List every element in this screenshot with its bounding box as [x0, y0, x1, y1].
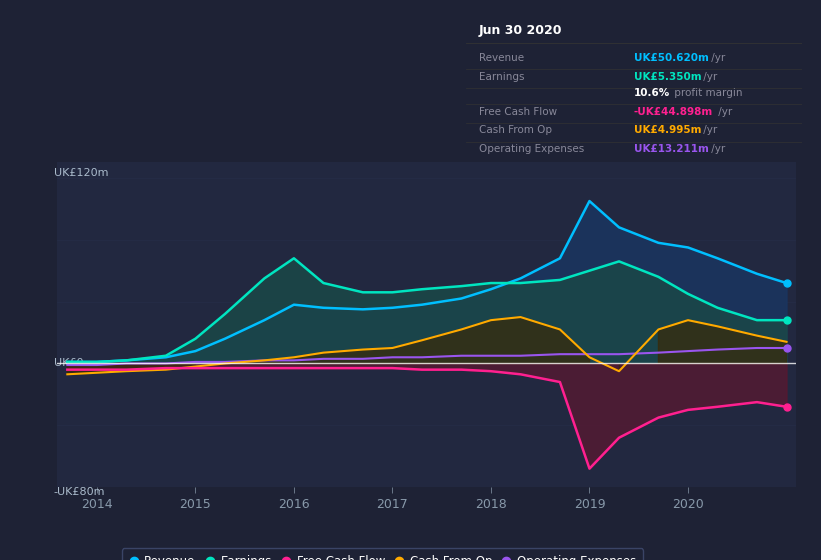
Text: UK£13.211m: UK£13.211m — [634, 144, 709, 155]
Text: Operating Expenses: Operating Expenses — [479, 144, 585, 155]
Text: profit margin: profit margin — [671, 87, 742, 97]
Text: -UK£44.898m: -UK£44.898m — [634, 106, 713, 116]
Text: Cash From Op: Cash From Op — [479, 125, 552, 136]
Text: UK£0: UK£0 — [54, 358, 83, 368]
Text: UK£5.350m: UK£5.350m — [634, 72, 701, 82]
Text: /yr: /yr — [700, 125, 718, 136]
Text: /yr: /yr — [708, 53, 725, 63]
Text: /yr: /yr — [700, 72, 718, 82]
Text: UK£120m: UK£120m — [54, 168, 108, 178]
Text: Revenue: Revenue — [479, 53, 524, 63]
Text: UK£50.620m: UK£50.620m — [634, 53, 709, 63]
Text: /yr: /yr — [715, 106, 732, 116]
Text: /yr: /yr — [708, 144, 725, 155]
Text: Jun 30 2020: Jun 30 2020 — [479, 24, 562, 37]
Text: 10.6%: 10.6% — [634, 87, 670, 97]
Text: -UK£80m: -UK£80m — [54, 487, 105, 497]
Legend: Revenue, Earnings, Free Cash Flow, Cash From Op, Operating Expenses: Revenue, Earnings, Free Cash Flow, Cash … — [122, 548, 644, 560]
Text: UK£4.995m: UK£4.995m — [634, 125, 701, 136]
Text: Earnings: Earnings — [479, 72, 525, 82]
Text: Free Cash Flow: Free Cash Flow — [479, 106, 557, 116]
